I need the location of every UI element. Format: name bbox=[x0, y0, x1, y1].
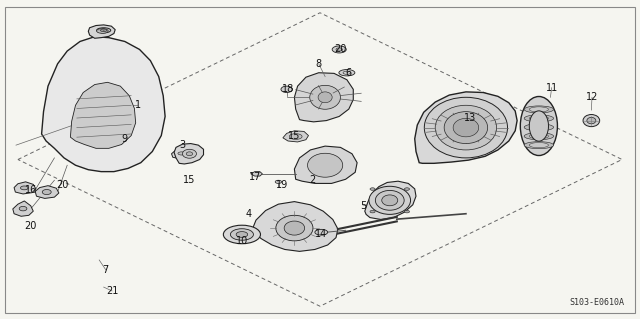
Text: 12: 12 bbox=[586, 92, 598, 102]
Ellipse shape bbox=[178, 152, 186, 155]
Text: 20: 20 bbox=[334, 44, 347, 55]
Text: 20: 20 bbox=[24, 221, 37, 232]
Text: 10: 10 bbox=[236, 236, 248, 246]
Text: 9: 9 bbox=[122, 134, 128, 144]
Polygon shape bbox=[251, 172, 262, 176]
Text: 21: 21 bbox=[106, 286, 118, 296]
Ellipse shape bbox=[435, 105, 497, 150]
Ellipse shape bbox=[520, 96, 557, 155]
Text: 14: 14 bbox=[315, 229, 328, 240]
Text: 19: 19 bbox=[275, 180, 288, 190]
Polygon shape bbox=[35, 186, 59, 198]
Ellipse shape bbox=[529, 107, 548, 112]
Polygon shape bbox=[70, 82, 136, 148]
Ellipse shape bbox=[404, 188, 410, 190]
Ellipse shape bbox=[524, 142, 554, 149]
Polygon shape bbox=[294, 146, 357, 183]
Ellipse shape bbox=[524, 106, 554, 113]
Ellipse shape bbox=[19, 206, 27, 211]
Ellipse shape bbox=[404, 210, 410, 213]
Ellipse shape bbox=[381, 195, 398, 206]
Text: 2: 2 bbox=[309, 175, 316, 185]
Ellipse shape bbox=[336, 48, 342, 51]
Polygon shape bbox=[14, 182, 36, 194]
Text: 4: 4 bbox=[245, 209, 252, 219]
Ellipse shape bbox=[524, 124, 554, 131]
Ellipse shape bbox=[307, 153, 343, 177]
Text: 16: 16 bbox=[24, 185, 37, 195]
Polygon shape bbox=[13, 201, 33, 216]
Ellipse shape bbox=[524, 115, 554, 122]
Ellipse shape bbox=[370, 188, 375, 190]
Polygon shape bbox=[283, 131, 308, 142]
Ellipse shape bbox=[20, 186, 28, 190]
Ellipse shape bbox=[529, 134, 548, 139]
Ellipse shape bbox=[444, 112, 488, 144]
Text: 5: 5 bbox=[360, 201, 367, 211]
Ellipse shape bbox=[310, 85, 340, 109]
Ellipse shape bbox=[97, 29, 108, 33]
Ellipse shape bbox=[375, 190, 404, 210]
Polygon shape bbox=[42, 37, 165, 172]
Ellipse shape bbox=[587, 117, 596, 124]
Polygon shape bbox=[365, 181, 416, 219]
Polygon shape bbox=[253, 202, 338, 251]
Ellipse shape bbox=[529, 143, 548, 148]
Ellipse shape bbox=[230, 229, 253, 240]
Ellipse shape bbox=[186, 152, 193, 156]
Text: 3: 3 bbox=[179, 140, 186, 150]
Ellipse shape bbox=[529, 125, 548, 130]
Ellipse shape bbox=[453, 118, 479, 137]
Ellipse shape bbox=[100, 29, 107, 32]
Ellipse shape bbox=[276, 215, 313, 241]
Text: 13: 13 bbox=[464, 113, 477, 123]
Text: S103-E0610A: S103-E0610A bbox=[569, 298, 624, 307]
Ellipse shape bbox=[236, 232, 248, 237]
Text: 6: 6 bbox=[346, 68, 352, 78]
Ellipse shape bbox=[315, 229, 328, 235]
Ellipse shape bbox=[223, 225, 260, 244]
Ellipse shape bbox=[289, 134, 302, 139]
Ellipse shape bbox=[369, 186, 411, 214]
Text: 1: 1 bbox=[134, 100, 141, 110]
Ellipse shape bbox=[524, 133, 554, 140]
Polygon shape bbox=[415, 92, 517, 163]
Text: 7: 7 bbox=[102, 264, 109, 275]
Ellipse shape bbox=[583, 115, 600, 127]
Ellipse shape bbox=[284, 221, 305, 235]
Ellipse shape bbox=[42, 189, 51, 195]
Ellipse shape bbox=[332, 46, 346, 53]
Text: 8: 8 bbox=[316, 59, 322, 69]
Ellipse shape bbox=[275, 180, 282, 183]
Text: 18: 18 bbox=[282, 84, 294, 94]
Ellipse shape bbox=[370, 210, 375, 213]
Ellipse shape bbox=[318, 92, 332, 103]
Ellipse shape bbox=[182, 149, 196, 158]
Polygon shape bbox=[88, 25, 115, 38]
Polygon shape bbox=[172, 148, 192, 159]
Text: 17: 17 bbox=[248, 172, 261, 182]
Text: 15: 15 bbox=[288, 130, 301, 141]
Ellipse shape bbox=[339, 70, 355, 76]
Text: 20: 20 bbox=[56, 180, 69, 190]
Ellipse shape bbox=[97, 28, 111, 33]
Ellipse shape bbox=[281, 86, 292, 93]
Text: 15: 15 bbox=[182, 175, 195, 185]
Ellipse shape bbox=[529, 116, 548, 121]
Ellipse shape bbox=[424, 97, 508, 158]
Ellipse shape bbox=[529, 111, 548, 141]
Polygon shape bbox=[294, 73, 353, 122]
Polygon shape bbox=[174, 144, 204, 164]
Text: 11: 11 bbox=[545, 83, 558, 93]
